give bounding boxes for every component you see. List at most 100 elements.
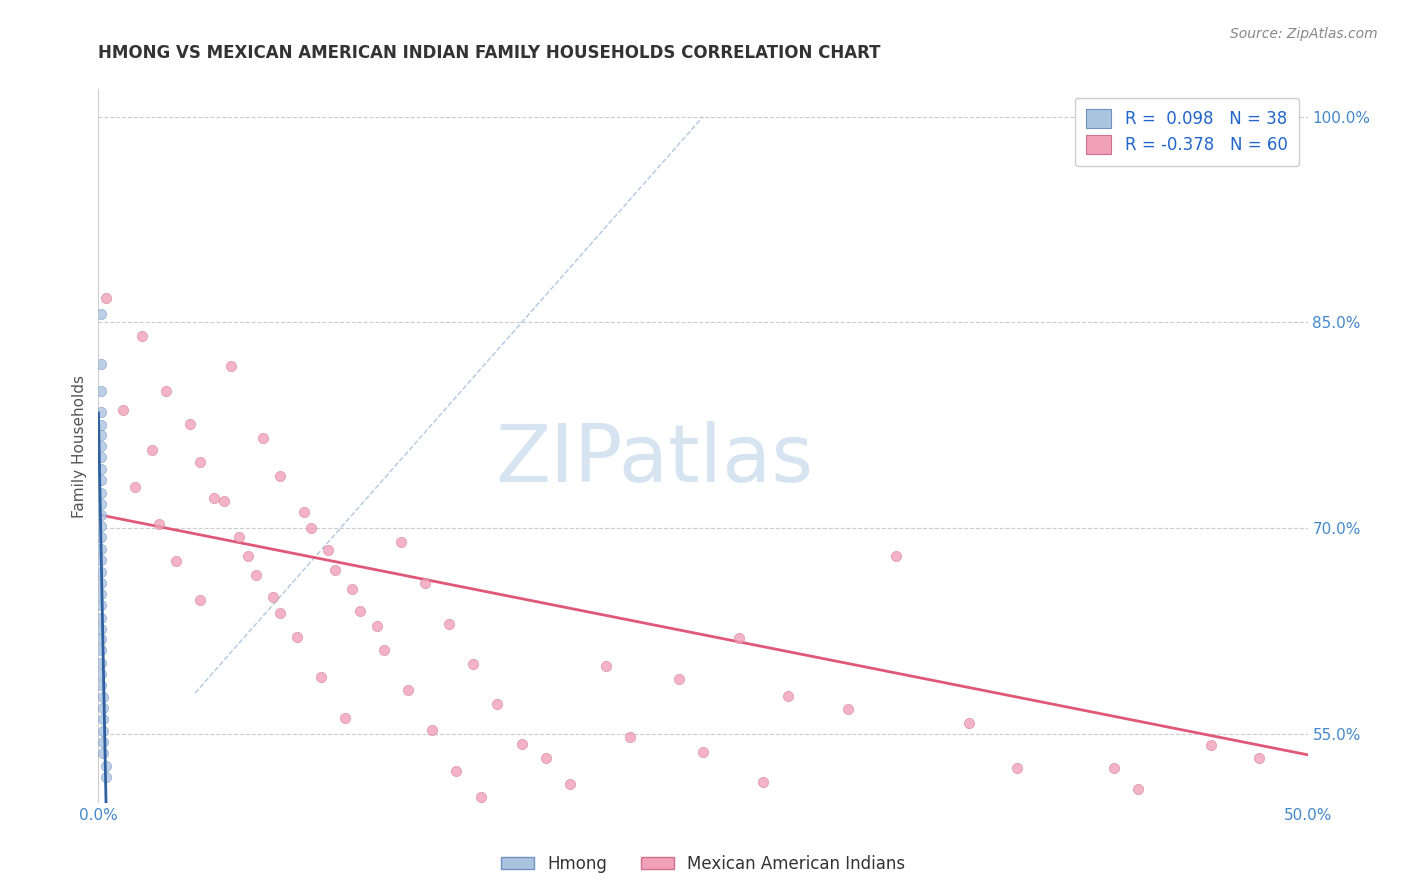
Point [155, 384, 177, 398]
Point [486, 697, 509, 711]
Point [366, 619, 388, 633]
Point [90, 622, 112, 636]
Text: HMONG VS MEXICAN AMERICAN INDIAN FAMILY HOUSEHOLDS CORRELATION CHART: HMONG VS MEXICAN AMERICAN INDIAN FAMILY … [98, 45, 882, 62]
Point [90, 610, 112, 624]
Point [90, 405, 112, 419]
Point [97, 823, 120, 838]
Point [333, 711, 356, 725]
Legend: Hmong, Mexican American Indians: Hmong, Mexican American Indians [494, 848, 912, 880]
Point [90, 530, 112, 544]
Point [91, 690, 114, 705]
Point [285, 630, 308, 644]
Point [619, 730, 641, 744]
Legend: R =  0.098   N = 38, R = -0.378   N = 60: R = 0.098 N = 38, R = -0.378 N = 60 [1074, 97, 1299, 166]
Point [342, 582, 364, 596]
Point [90, 576, 112, 591]
Point [148, 517, 170, 532]
Point [396, 683, 419, 698]
Point [94, 291, 117, 305]
Point [90, 485, 112, 500]
Point [252, 431, 274, 445]
Point [212, 494, 235, 508]
Point [413, 576, 436, 591]
Point [558, 776, 581, 790]
Point [837, 702, 859, 716]
Point [90, 357, 112, 371]
Point [90, 632, 112, 647]
Point [141, 443, 163, 458]
Point [752, 775, 775, 789]
Point [90, 598, 112, 612]
Point [90, 587, 112, 601]
Point [349, 604, 371, 618]
Point [90, 384, 112, 398]
Point [91, 712, 114, 726]
Point [91, 735, 114, 749]
Point [463, 657, 485, 672]
Point [90, 666, 112, 681]
Point [776, 689, 799, 703]
Point [90, 473, 112, 487]
Point [188, 592, 211, 607]
Point [377, 830, 399, 844]
Point [188, 455, 211, 469]
Point [269, 607, 291, 621]
Point [228, 530, 250, 544]
Point [221, 359, 243, 374]
Point [595, 658, 617, 673]
Point [90, 518, 112, 533]
Point [90, 439, 112, 453]
Point [90, 678, 112, 692]
Point [1007, 762, 1029, 776]
Text: Source: ZipAtlas.com: Source: ZipAtlas.com [1230, 27, 1378, 41]
Point [446, 764, 468, 779]
Point [90, 508, 112, 522]
Point [510, 737, 533, 751]
Point [165, 554, 187, 568]
Point [238, 549, 260, 563]
Point [668, 673, 690, 687]
Point [316, 543, 339, 558]
Point [325, 562, 347, 576]
Point [309, 669, 332, 683]
Point [1128, 782, 1150, 797]
Point [90, 450, 112, 464]
Point [90, 497, 112, 511]
Point [131, 329, 153, 343]
Point [97, 871, 120, 886]
Point [886, 549, 908, 563]
Point [204, 491, 226, 505]
Point [90, 656, 112, 670]
Point [292, 505, 315, 519]
Y-axis label: Family Households: Family Households [72, 375, 87, 517]
Point [90, 553, 112, 567]
Point [692, 745, 714, 759]
Point [420, 723, 443, 737]
Point [91, 701, 114, 715]
Point [728, 631, 751, 645]
Point [91, 724, 114, 739]
Point [111, 403, 134, 417]
Point [94, 770, 117, 784]
Point [470, 790, 492, 805]
Point [124, 480, 146, 494]
Point [534, 750, 557, 764]
Point [269, 469, 291, 483]
Point [1199, 738, 1222, 752]
Point [245, 568, 267, 582]
Point [957, 716, 980, 731]
Point [1102, 762, 1125, 776]
Point [389, 535, 412, 549]
Point [90, 462, 112, 476]
Point [373, 643, 395, 657]
Point [1249, 750, 1271, 764]
Point [90, 643, 112, 657]
Point [299, 521, 322, 535]
Point [90, 428, 112, 442]
Point [90, 307, 112, 321]
Text: ZIPatlas: ZIPatlas [495, 421, 814, 500]
Point [90, 566, 112, 580]
Point [90, 541, 112, 556]
Point [91, 747, 114, 761]
Point [179, 417, 201, 431]
